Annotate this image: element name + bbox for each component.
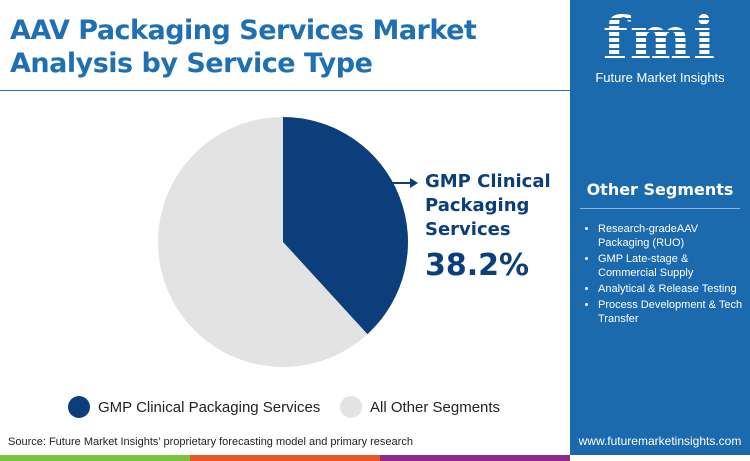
list-item: Research-gradeAAV Packaging (RUO) — [598, 222, 748, 250]
pie-slice-other — [158, 117, 368, 367]
legend-item-other: All Other Segments — [340, 396, 500, 418]
legend-swatch — [340, 396, 362, 418]
pie-chart — [158, 117, 418, 367]
callout-value: 38.2% — [425, 248, 530, 283]
legend-label: All Other Segments — [370, 398, 501, 416]
legend-swatch — [68, 396, 90, 418]
pie-slice-gmp-clinical — [283, 117, 409, 335]
callout-label: GMP Clinical Packaging Services — [425, 171, 551, 240]
logo-mark: fmi — [590, 8, 730, 68]
legend-label: GMP Clinical Packaging Services — [98, 398, 321, 416]
other-segments-title: Other Segments — [586, 180, 734, 199]
callout-arrow-head — [410, 178, 418, 188]
list-item: GMP Late-stage & Commercial Supply — [598, 252, 748, 280]
list-item: Process Development & Tech Transfer — [598, 298, 748, 326]
side-panel: fmi Future Market Insights Other Segment… — [570, 0, 750, 455]
fmi-logo: fmi Future Market Insights — [590, 8, 730, 85]
website-link[interactable]: www.futuremarketinsights.com — [578, 434, 742, 448]
footer-bar-orange — [190, 455, 380, 461]
list-item: Analytical & Release Testing — [598, 282, 748, 296]
footer-bar-green — [0, 455, 190, 461]
divider — [0, 90, 570, 91]
footer-bar-purple — [380, 455, 570, 461]
other-segments-list: Research-gradeAAV Packaging (RUO) GMP La… — [598, 222, 748, 328]
source-note: Source: Future Market Insights’ propriet… — [8, 436, 413, 448]
divider — [580, 208, 740, 209]
legend-item-gmp: GMP Clinical Packaging Services — [68, 396, 320, 418]
chart-title: AAV Packaging Services Market Analysis b… — [10, 15, 477, 79]
brand-name: Future Market Insights — [595, 70, 725, 85]
